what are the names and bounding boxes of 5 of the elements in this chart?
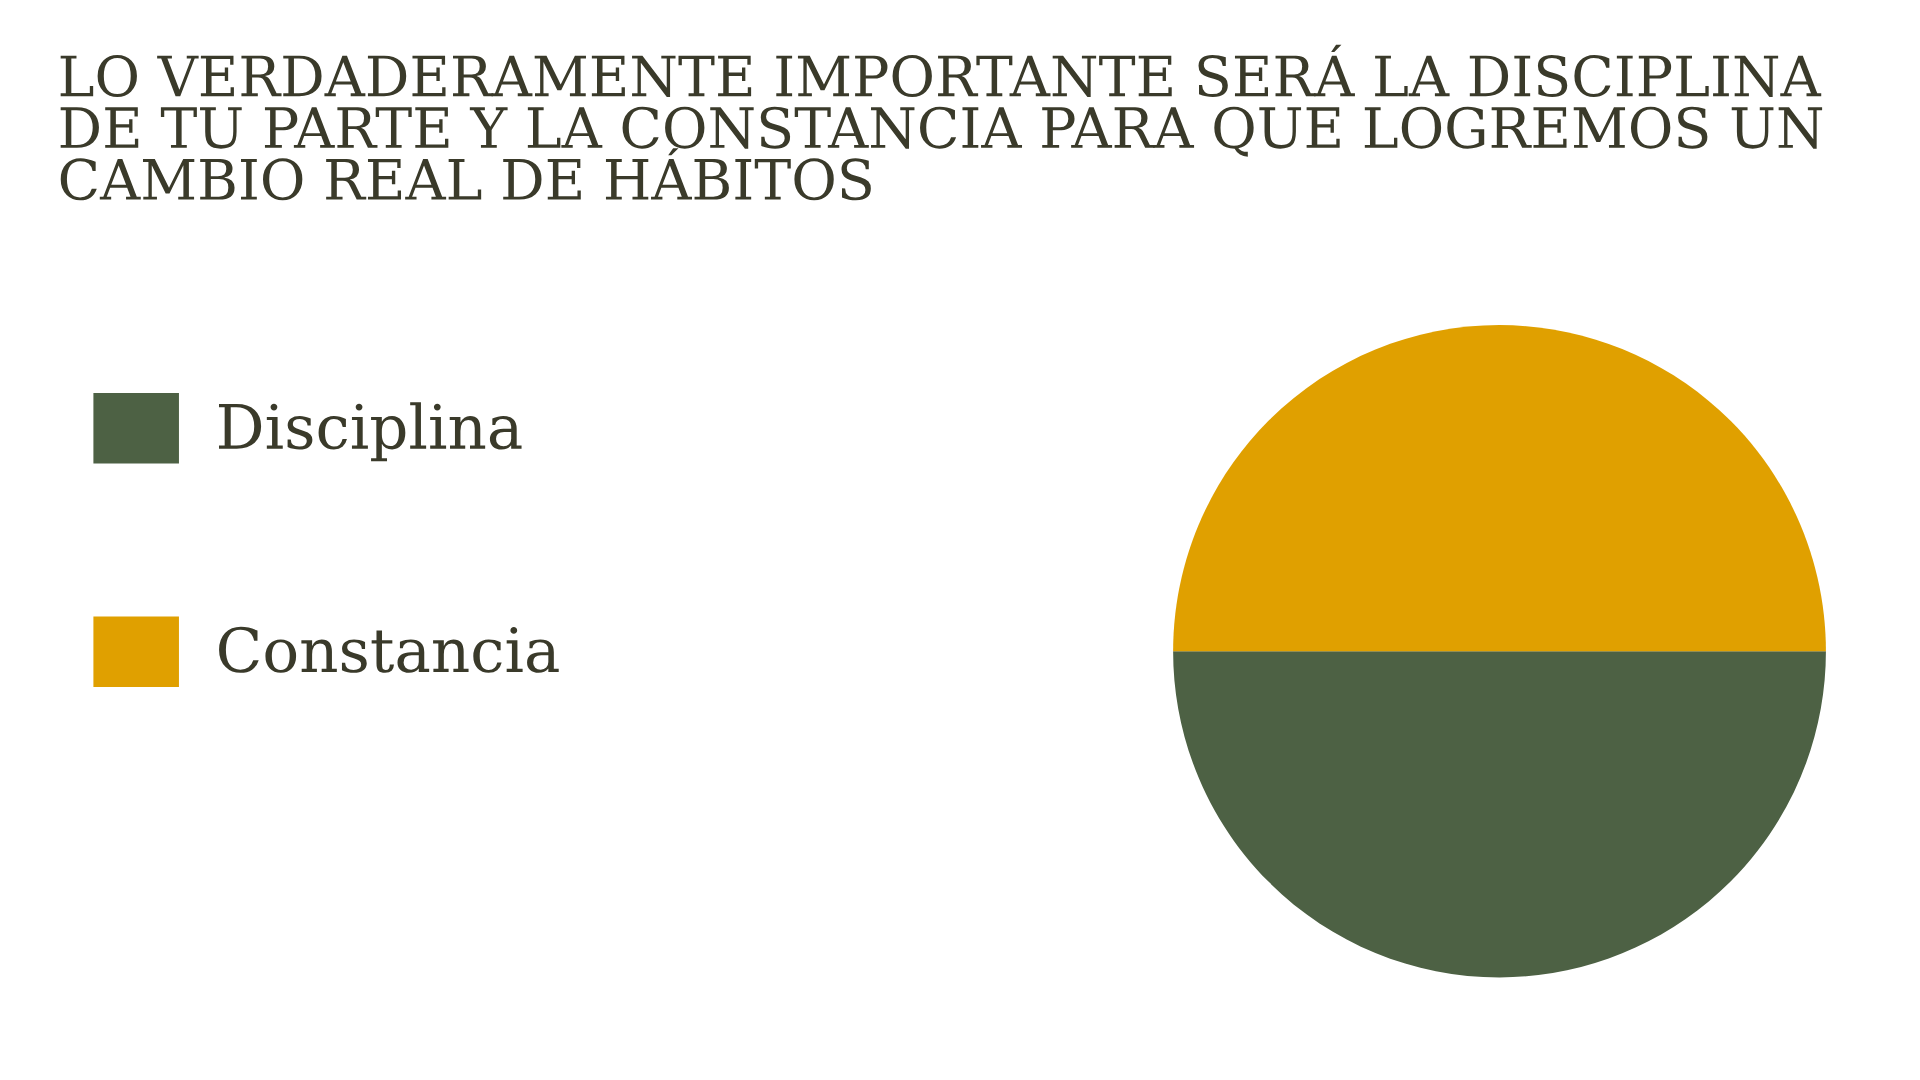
legend-label: Constancia — [219, 626, 559, 673]
legend-label: Disciplina — [218, 402, 522, 462]
pie-slice — [1173, 325, 1826, 652]
chart-title: LO VERDADERAMENTE IMPORTANTE SERÁ LA DISCIPLINA DE TU PARTE Y LA CONSTANCIA PARA QUE LOGREMOS UN CAMBIO REAL DE HÁBITOS — [60, 44, 1823, 201]
pie-slice — [1173, 651, 1826, 978]
